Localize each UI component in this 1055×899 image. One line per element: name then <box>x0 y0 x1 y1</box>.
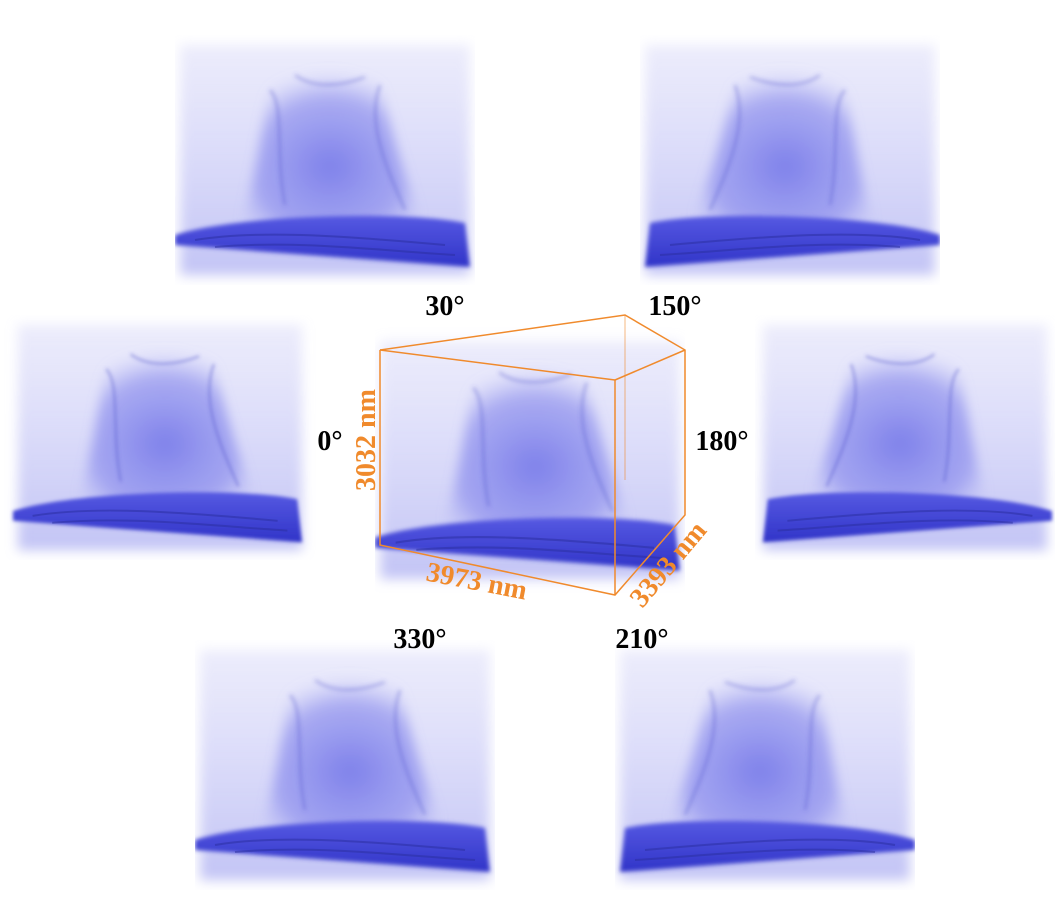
volume-view <box>375 341 680 579</box>
angle-label: 150° <box>648 291 701 322</box>
figure: 30° 150° 0° 180° 330° 210° 3032 nm 3973 … <box>0 0 1055 899</box>
volume-view <box>195 650 490 880</box>
volume-view <box>645 45 940 275</box>
angle-label: 210° <box>615 624 668 655</box>
angle-label: 180° <box>695 426 748 457</box>
angle-label: 330° <box>393 624 446 655</box>
volume-view <box>763 325 1052 550</box>
volume-view <box>13 325 302 550</box>
angle-label: 0° <box>317 426 342 457</box>
volume-view <box>620 650 915 880</box>
angle-label: 30° <box>425 291 464 322</box>
volume-view <box>175 45 470 275</box>
height-label: 3032 nm <box>351 389 382 491</box>
